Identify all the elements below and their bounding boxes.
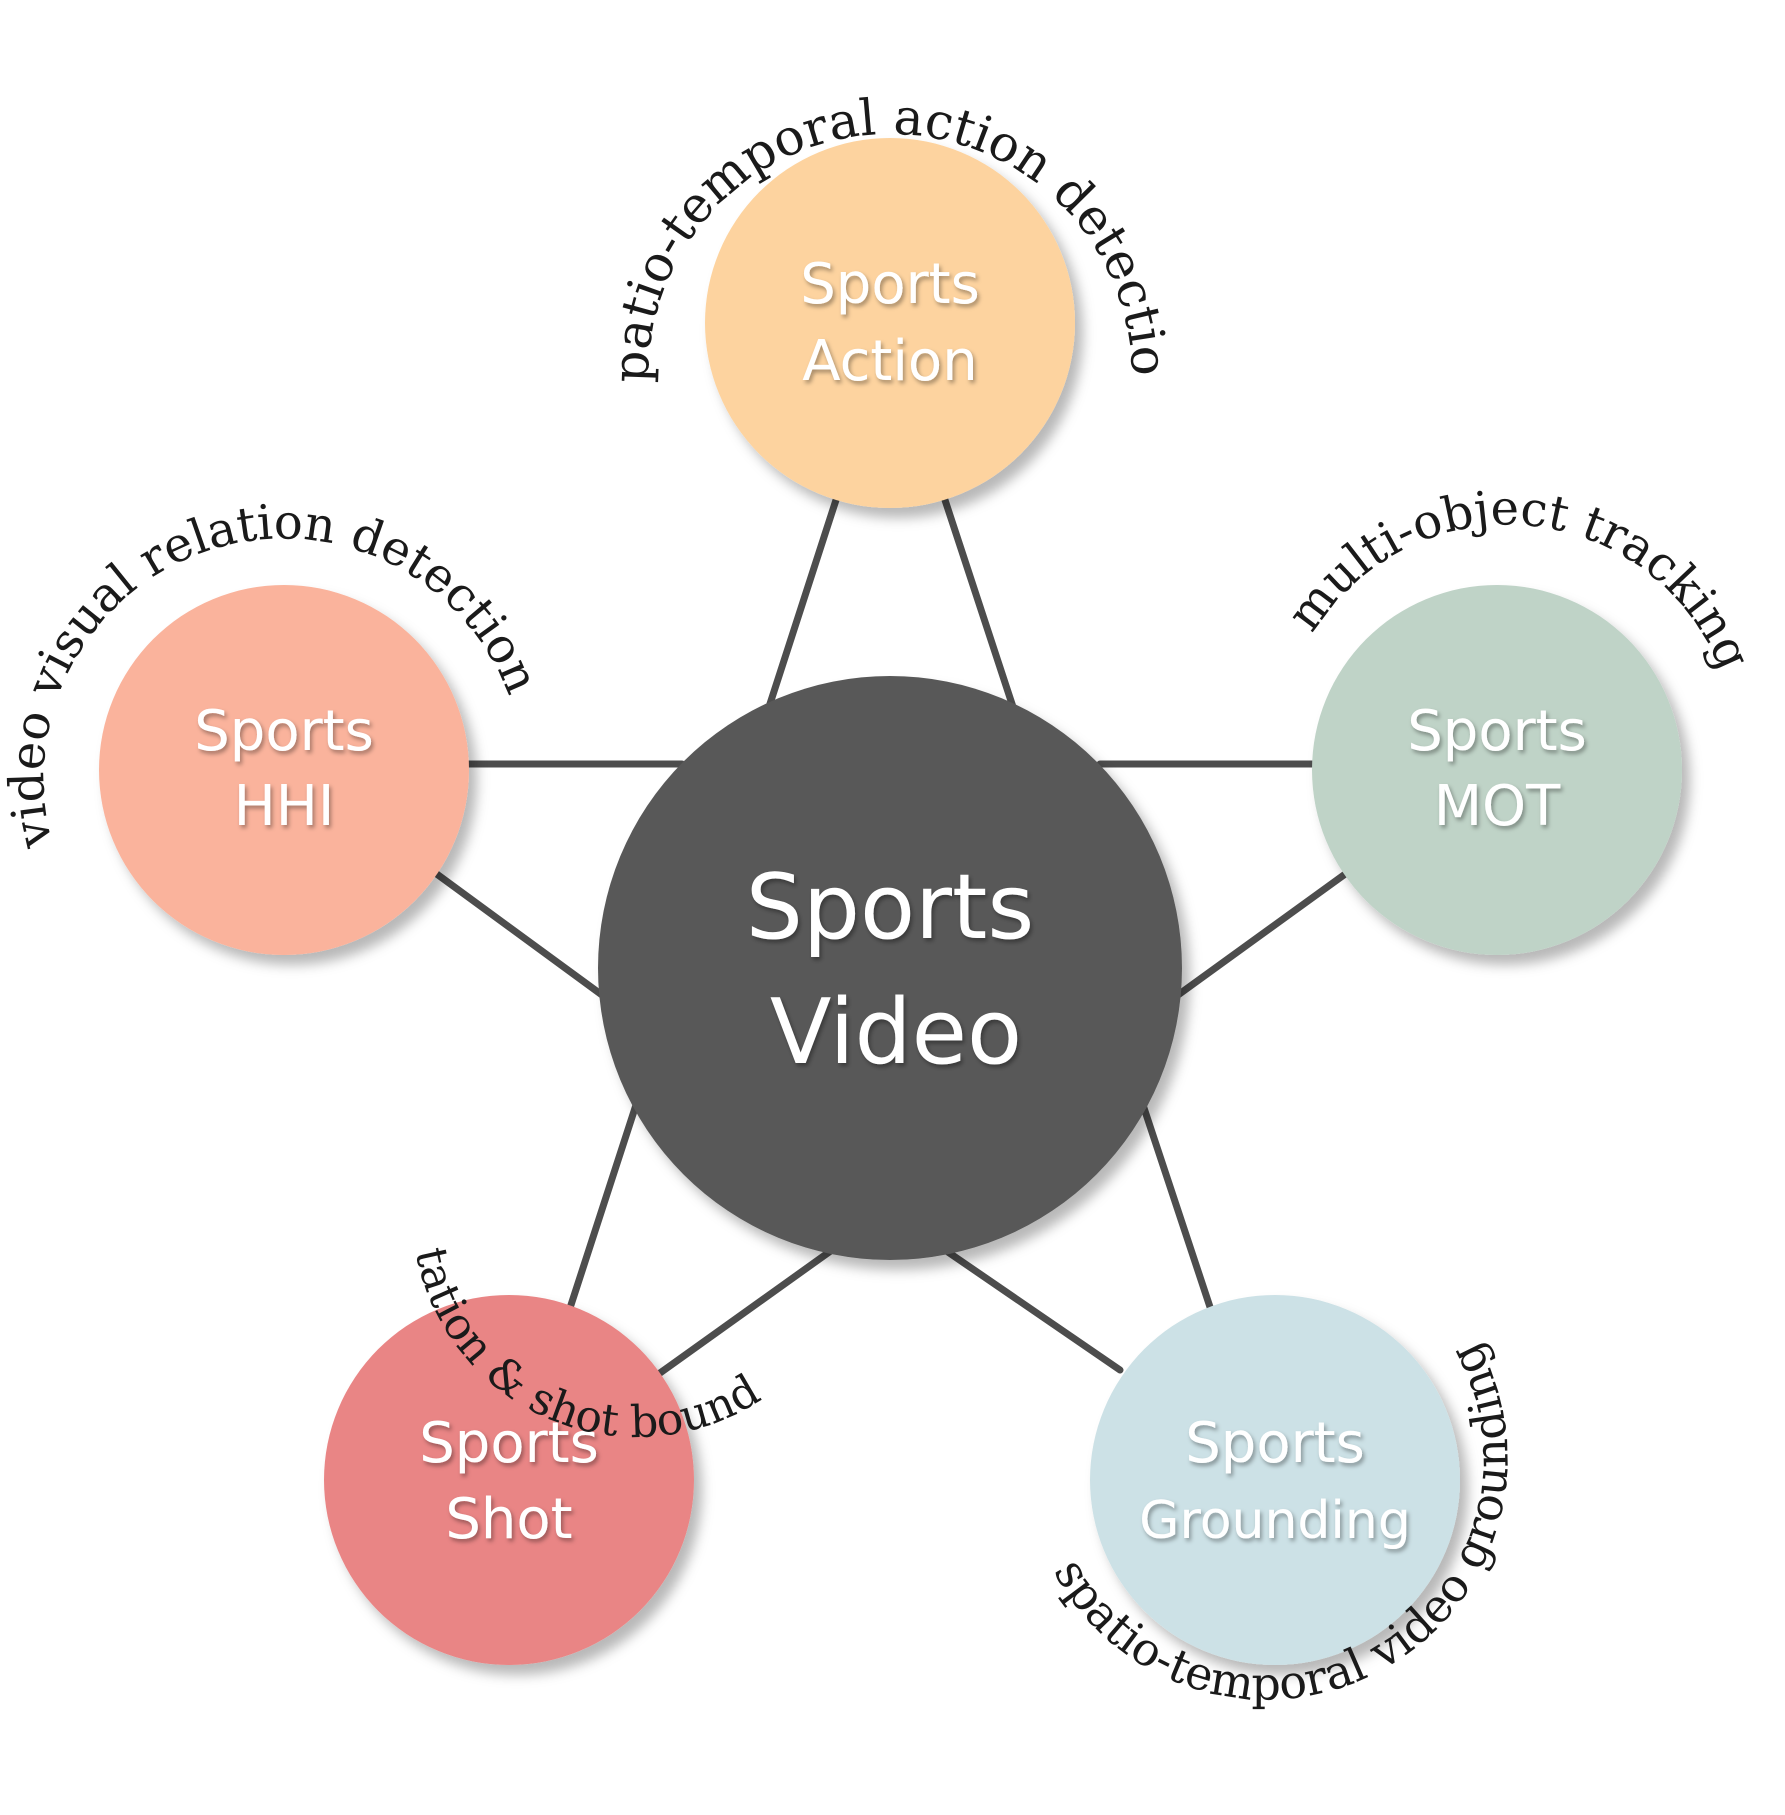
node-action-line1: Sports — [800, 252, 980, 317]
node-sports-hhi: Sports HHI — [99, 585, 469, 955]
node-circle-action — [705, 138, 1075, 508]
connector-mot-bottom — [1174, 868, 1352, 999]
node-hhi-line2: HHI — [234, 774, 335, 839]
center-node-sports-video: Sports Video — [598, 676, 1182, 1260]
node-sports-action: Sports Action — [705, 138, 1075, 508]
node-mot-line1: Sports — [1407, 699, 1587, 764]
node-sports-shot: Sports Shot — [324, 1295, 694, 1665]
connector-action-left — [764, 496, 840, 714]
node-circle-grounding — [1090, 1295, 1460, 1665]
connector-grounding-top — [1139, 1101, 1214, 1311]
connector-shot-right — [656, 1246, 836, 1377]
node-grounding-line2: Grounding — [1139, 1491, 1411, 1551]
connector-hhi-bottom — [430, 868, 606, 999]
connector-action-right — [941, 496, 1018, 714]
node-shot-line1: Sports — [419, 1411, 599, 1476]
center-line1: Sports — [746, 855, 1035, 960]
center-circle — [598, 676, 1182, 1260]
node-circle-mot — [1312, 585, 1682, 955]
node-hhi-line1: Sports — [194, 699, 374, 764]
node-sports-grounding: Sports Grounding — [1090, 1295, 1460, 1665]
node-circle-shot — [324, 1295, 694, 1665]
center-line2: Video — [770, 980, 1022, 1085]
node-mot-line2: MOT — [1434, 774, 1561, 839]
node-sports-mot: Sports MOT — [1312, 585, 1682, 955]
node-circle-hhi — [99, 585, 469, 955]
connector-lines — [430, 496, 1352, 1377]
node-grounding-line1: Sports — [1185, 1411, 1365, 1476]
node-shot-line2: Shot — [445, 1487, 572, 1552]
connector-grounding-left — [941, 1246, 1124, 1374]
node-action-line2: Action — [802, 329, 977, 394]
connector-shot-top — [566, 1101, 640, 1312]
